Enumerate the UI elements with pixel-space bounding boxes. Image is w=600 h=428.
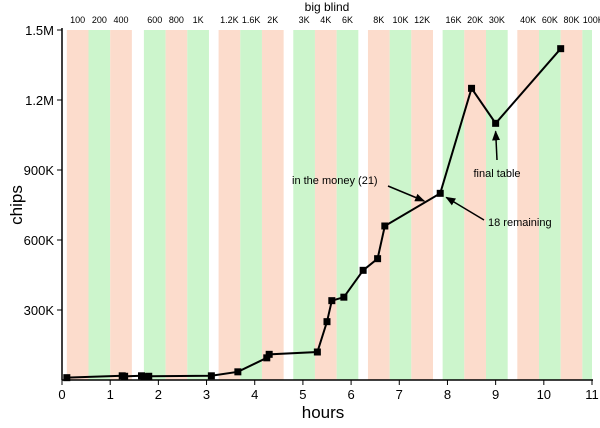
blind-level-label: 1.6K [242,15,261,25]
blind-band [261,30,284,380]
blind-level-label: 20K [467,15,483,25]
x-tick-label: 7 [396,387,403,402]
blind-band [486,30,508,380]
data-point [207,372,215,380]
annotation-arrow [492,130,501,161]
data-point [140,373,148,381]
blind-level-label: 10K [392,15,408,25]
data-point [359,266,367,274]
data-point [313,348,321,356]
blind-band [187,30,209,380]
blind-level-label: 6K [342,15,353,25]
data-point [557,45,565,53]
x-tick-label: 6 [347,387,354,402]
x-axis-label: hours [302,403,345,422]
blind-level-label: 2K [267,15,278,25]
data-point [145,372,153,380]
blind-level-label: 80K [564,15,580,25]
blind-level-label: 400 [114,15,129,25]
blind-band [336,30,359,380]
data-point [234,368,242,376]
blind-band [165,30,188,380]
blind-level-labels: 100 200 400 600 800 1K 1.2K 1.6K 2K 3K 4K 6K 8K 10K 12… [70,15,600,25]
y-tick-label: 1.5M [25,23,54,38]
x-tick-label: 5 [299,387,306,402]
data-point [340,293,348,301]
axes: 0 1 2 3 4 5 6 7 8 9 10 11 300K 600K 900K 1.2M 1.5M [24,23,599,402]
blind-level-label: 600 [147,15,162,25]
blind-level-label: 16K [445,15,461,25]
y-tick-label: 600K [24,233,55,248]
x-tick-label: 0 [58,387,65,402]
blind-level-label: 8K [373,15,384,25]
blind-band [88,30,111,380]
blind-band [560,30,583,380]
blind-band [293,30,315,380]
annotation-arrow [445,196,485,221]
data-point [436,189,444,197]
data-point [63,374,71,382]
data-point [265,350,273,358]
data-point [121,372,129,380]
x-tick-label: 11 [585,387,599,402]
blind-level-label: 60K [542,15,558,25]
data-point [381,222,389,230]
x-tick-label: 1 [107,387,114,402]
blind-level-label: 100K [583,15,600,25]
y-tick-label: 1.2M [25,93,54,108]
blind-level-label: 100 [70,15,85,25]
blind-level-label: 200 [92,15,107,25]
chart-title: big blind [305,0,350,14]
x-tick-label: 8 [444,387,451,402]
blind-level-label: 1K [193,15,204,25]
y-tick-label: 900K [24,163,55,178]
y-axis-label: chips [7,185,26,225]
x-tick-label: 4 [251,387,258,402]
annotation-label: final table [473,168,520,180]
blind-level-label: 40K [520,15,536,25]
x-tick-label: 9 [492,387,499,402]
data-point [328,297,336,305]
blind-band [517,30,539,380]
blind-band [442,30,465,380]
blind-band [464,30,486,380]
blind-band [110,30,132,380]
data-point [492,119,500,127]
blind-band [314,30,337,380]
blind-band [218,30,241,380]
blind-band [367,30,390,380]
data-point [468,84,476,92]
blind-level-label: 30K [489,15,505,25]
blind-level-label: 800 [169,15,184,25]
blind-level-label: 1.2K [220,15,239,25]
blind-band [539,30,561,380]
x-tick-label: 3 [203,387,210,402]
data-point [374,255,382,263]
blind-level-label: 3K [299,15,310,25]
blind-band [143,30,166,380]
annotation-label: in the money (21) [292,175,378,187]
annotation-label: 18 remaining [488,217,552,229]
blind-level-label: 4K [320,15,331,25]
blind-band [66,30,89,380]
blind-level-label: 12K [414,15,430,25]
annotation-arrow [387,185,426,202]
blind-band [582,30,592,380]
blind-band [389,30,412,380]
annotations: in the money (21) 18 remaining final table [292,130,552,229]
blind-level-bands [66,30,592,380]
chip-count-series [63,45,565,382]
y-tick-label: 300K [24,303,55,318]
x-tick-label: 10 [537,387,551,402]
data-point [323,318,331,326]
blind-band [240,30,262,380]
x-tick-label: 2 [155,387,162,402]
